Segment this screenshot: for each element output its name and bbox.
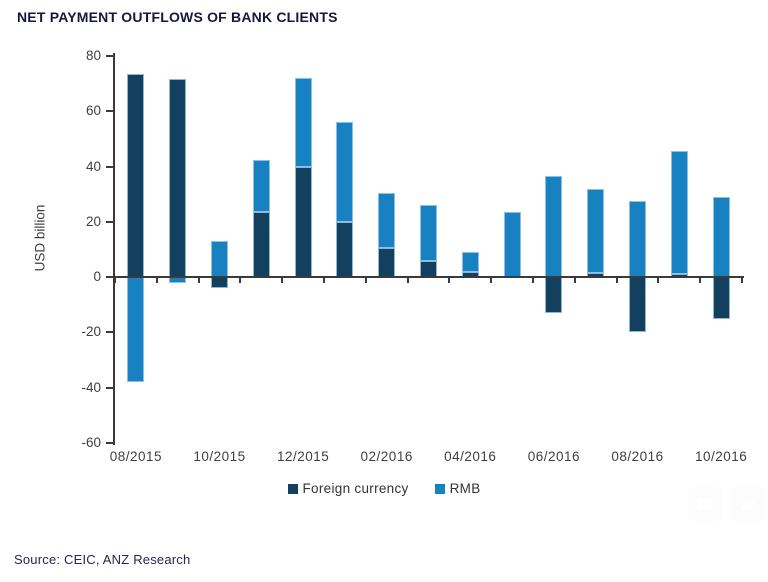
bar-segment-rmb	[503, 212, 521, 278]
x-tick-mark	[239, 278, 242, 284]
bar-segment-foreign-currency	[211, 277, 228, 289]
x-tick-label: 10/2015	[193, 449, 246, 464]
y-tick-label: -20	[81, 324, 101, 340]
bar-segment-rmb	[420, 205, 437, 261]
plot-area: 80 60 40 20 0 -20 -40 -60 08/2015 10/2015 12/2015 0…	[81, 48, 746, 464]
x-tick-mark	[657, 278, 660, 284]
legend-label-rmb: RMB	[449, 481, 481, 496]
bar-segment-rmb	[629, 201, 646, 278]
legend-swatch-foreign-currency	[287, 483, 298, 494]
x-tick-mark	[741, 278, 743, 284]
bar-segment-foreign-currency	[252, 212, 270, 278]
y-tick-label: 40	[85, 158, 101, 174]
share-icon	[741, 498, 755, 510]
x-tick-mark	[155, 278, 158, 284]
x-tick-label: 08/2015	[109, 449, 163, 464]
x-tick-mark	[114, 278, 116, 284]
legend-label-foreign-currency: Foreign currency	[302, 481, 409, 496]
bar-segment-rmb	[127, 277, 145, 383]
x-tick-label: 04/2016	[444, 449, 497, 464]
x-tick-label: 12/2015	[276, 449, 330, 464]
y-axis-title: USD billion	[32, 204, 48, 272]
bar-segment-foreign-currency	[294, 166, 312, 278]
legend: Foreign currency RMB	[0, 481, 768, 496]
bar-segment-foreign-currency	[420, 260, 437, 278]
y-tick-mark	[106, 276, 113, 279]
y-tick-label: 60	[85, 103, 101, 119]
y-tick-label: -40	[81, 379, 101, 395]
y-tick-label: 20	[85, 213, 101, 229]
y-tick-mark	[106, 110, 113, 113]
y-tick-mark	[106, 220, 113, 223]
x-tick-mark	[197, 278, 200, 284]
x-axis-zero-line	[113, 276, 744, 279]
bar-segment-rmb	[252, 159, 270, 213]
bar-segment-rmb	[545, 176, 563, 278]
y-tick-mark	[106, 442, 113, 444]
legend-swatch-rmb	[434, 483, 445, 494]
bar-segment-foreign-currency	[545, 277, 563, 314]
y-tick-label: 80	[85, 48, 101, 63]
x-tick-mark	[281, 278, 284, 284]
x-tick-mark	[406, 278, 409, 284]
bar-segment-rmb	[294, 78, 312, 167]
bar-segment-rmb	[336, 122, 354, 222]
image-overlay-button[interactable]	[688, 487, 722, 521]
x-tick-mark	[448, 278, 451, 284]
x-tick-mark	[573, 278, 576, 284]
y-axis-line	[113, 53, 115, 445]
bar-segment-foreign-currency	[336, 221, 354, 278]
bar-segment-foreign-currency	[378, 248, 396, 278]
x-tick-label: 06/2016	[527, 449, 581, 464]
legend-item-foreign-currency: Foreign currency	[287, 481, 409, 496]
bar-segment-foreign-currency	[127, 73, 145, 278]
x-tick-mark	[364, 278, 367, 284]
x-tick-mark	[532, 278, 534, 284]
bar-segment-rmb	[378, 192, 396, 249]
bar-segment-foreign-currency	[169, 79, 187, 278]
y-tick-mark	[106, 55, 113, 57]
chart-title: NET PAYMENT OUTFLOWS OF BANK CLIENTS	[17, 9, 338, 25]
y-tick-mark	[106, 165, 113, 168]
x-tick-mark	[699, 278, 702, 284]
legend-item-rmb: RMB	[434, 481, 481, 496]
bar-segment-rmb	[587, 188, 605, 273]
source-note: Source: CEIC, ANZ Research	[14, 552, 191, 567]
y-tick-label: 0	[93, 269, 101, 285]
y-tick-label: -60	[81, 435, 101, 450]
x-tick-mark	[615, 278, 618, 284]
share-overlay-button[interactable]	[731, 487, 765, 521]
overlay-buttons	[688, 487, 765, 521]
y-tick-mark	[106, 386, 113, 389]
x-tick-label: 08/2016	[611, 449, 664, 464]
x-tick-label: 10/2016	[694, 449, 748, 464]
x-tick-mark	[490, 278, 493, 284]
bar-segment-rmb	[461, 252, 479, 272]
bar-segment-foreign-currency	[712, 277, 730, 319]
x-tick-mark	[323, 278, 325, 284]
image-icon	[698, 498, 712, 510]
bar-segment-foreign-currency	[629, 277, 646, 333]
y-tick-mark	[106, 331, 113, 334]
bar-segment-rmb	[670, 151, 688, 275]
x-tick-label: 02/2016	[360, 449, 413, 464]
bar-segment-rmb	[712, 196, 730, 278]
bar-segment-rmb	[211, 241, 228, 278]
